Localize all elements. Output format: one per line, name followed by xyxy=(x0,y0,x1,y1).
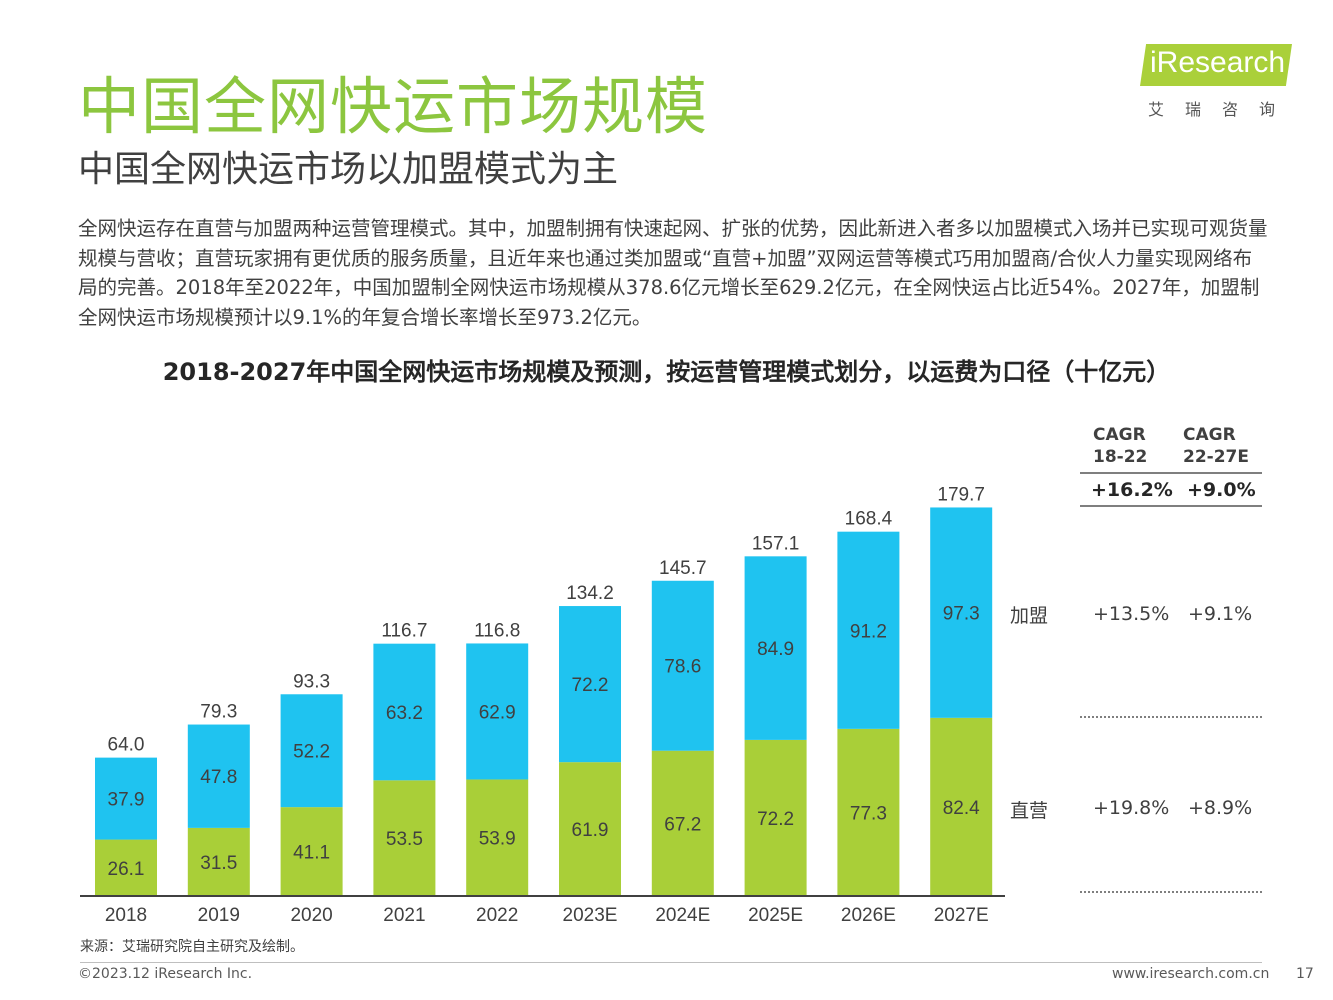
cagr-direct-18-22: +19.8% xyxy=(1093,797,1170,819)
data-label-direct-2022: 53.9 xyxy=(479,829,516,850)
bar-direct-2019 xyxy=(187,827,250,896)
x-tick-label-2025E: 2025E xyxy=(748,905,803,926)
logo-brand-text: iResearch xyxy=(1150,46,1286,79)
data-label-franchise-2023E: 72.2 xyxy=(572,675,609,696)
cagr-header-rule xyxy=(1080,472,1262,474)
cagr-header-22-27e: CAGR 22-27E xyxy=(1183,424,1249,468)
data-label-total-2024E: 145.7 xyxy=(659,558,707,579)
bar-franchise-2021 xyxy=(373,643,436,781)
page-title: 中国全网快运市场规模 xyxy=(78,70,709,143)
bar-franchise-2022 xyxy=(466,643,529,780)
data-label-franchise-2020: 52.2 xyxy=(293,742,330,763)
data-label-direct-2021: 53.5 xyxy=(386,829,423,850)
data-label-total-2021: 116.7 xyxy=(381,621,427,642)
data-label-direct-2023E: 61.9 xyxy=(572,820,609,841)
copyright-text: ©2023.12 iResearch Inc. xyxy=(78,966,253,982)
data-label-franchise-2021: 63.2 xyxy=(386,703,423,724)
series-label-franchise: 加盟 xyxy=(1010,605,1049,627)
cagr-franchise-22-27e: +9.1% xyxy=(1188,603,1253,625)
data-label-direct-2026E: 77.3 xyxy=(850,803,887,824)
data-label-direct-2018: 26.1 xyxy=(108,859,145,880)
x-tick-label-2021: 2021 xyxy=(383,905,425,926)
data-label-direct-2024E: 67.2 xyxy=(664,814,701,835)
data-label-total-2025E: 157.1 xyxy=(752,533,800,554)
bar-franchise-2025E xyxy=(744,556,807,740)
bar-direct-2026E xyxy=(837,728,900,896)
data-label-total-2027E: 179.7 xyxy=(937,484,985,505)
data-label-franchise-2027E: 97.3 xyxy=(943,604,980,625)
x-tick-label-2022: 2022 xyxy=(476,905,518,926)
cagr-direct-rule xyxy=(1080,891,1262,893)
data-label-direct-2027E: 82.4 xyxy=(943,798,980,819)
cagr-total-rule xyxy=(1080,505,1262,507)
x-tick-label-2023E: 2023E xyxy=(563,905,618,926)
bar-direct-2022 xyxy=(466,779,529,896)
x-tick-label-2027E: 2027E xyxy=(934,905,989,926)
x-tick-label-2024E: 2024E xyxy=(655,905,710,926)
bar-franchise-2019 xyxy=(187,724,250,828)
bar-direct-2027E xyxy=(930,717,993,896)
bar-direct-2025E xyxy=(744,739,807,896)
page-subtitle: 中国全网快运市场以加盟模式为主 xyxy=(78,149,619,190)
bar-direct-2024E xyxy=(651,750,714,896)
bar-franchise-2018 xyxy=(95,757,157,840)
source-note: 来源：艾瑞研究院自主研究及绘制。 xyxy=(80,939,304,955)
footer-divider xyxy=(80,962,1262,963)
page-number: 17 xyxy=(1296,966,1314,982)
iresearch-logo: iResearch 艾瑞咨询 xyxy=(1140,40,1300,120)
data-label-total-2020: 93.3 xyxy=(293,671,330,692)
data-label-total-2018: 64.0 xyxy=(108,735,145,756)
bar-direct-2023E xyxy=(559,762,621,896)
cagr-total-18-22: +16.2% xyxy=(1091,479,1173,501)
logo-badge xyxy=(1140,44,1292,86)
x-tick-label-2018: 2018 xyxy=(105,905,147,926)
data-label-franchise-2022: 62.9 xyxy=(479,702,516,723)
x-tick-label-2019: 2019 xyxy=(198,905,240,926)
bar-direct-2021 xyxy=(373,780,436,896)
logo-cn-text: 艾瑞咨询 xyxy=(1148,100,1297,119)
bar-franchise-2026E xyxy=(837,531,900,729)
website-link[interactable]: www.iresearch.com.cn xyxy=(1112,966,1270,982)
data-label-franchise-2018: 37.9 xyxy=(108,790,145,811)
x-tick-label-2026E: 2026E xyxy=(841,905,896,926)
data-label-franchise-2019: 47.8 xyxy=(200,767,237,788)
data-label-total-2019: 79.3 xyxy=(200,702,237,723)
cagr-franchise-rule xyxy=(1080,716,1262,718)
data-label-direct-2025E: 72.2 xyxy=(757,809,794,830)
data-label-franchise-2025E: 84.9 xyxy=(757,639,794,660)
bar-franchise-2023E xyxy=(559,606,621,763)
x-tick-label-2020: 2020 xyxy=(290,905,332,926)
data-label-franchise-2026E: 91.2 xyxy=(850,621,887,642)
cagr-header-18-22-text: CAGR 18-22 xyxy=(1093,425,1148,467)
data-label-total-2022: 116.8 xyxy=(474,620,520,641)
data-label-direct-2020: 41.1 xyxy=(293,843,330,864)
cagr-total-22-27e: +9.0% xyxy=(1187,479,1256,501)
cagr-header-22-27e-text: CAGR 22-27E xyxy=(1183,425,1249,467)
cagr-header-18-22: CAGR 18-22 xyxy=(1093,424,1147,468)
data-label-direct-2019: 31.5 xyxy=(200,853,237,874)
cagr-direct-22-27e: +8.9% xyxy=(1188,797,1253,819)
bar-franchise-2024E xyxy=(651,580,714,751)
bar-direct-2018 xyxy=(95,839,157,896)
series-label-direct: 直营 xyxy=(1010,800,1049,822)
data-label-total-2023E: 134.2 xyxy=(566,583,614,604)
bar-direct-2020 xyxy=(280,807,343,896)
chart-title: 2018-2027年中国全网快运市场规模及预测，按运营管理模式划分，以运费为口径… xyxy=(162,358,1171,386)
cagr-franchise-18-22: +13.5% xyxy=(1093,603,1170,625)
bar-franchise-2020 xyxy=(280,694,343,808)
description-paragraph: 全网快运存在直营与加盟两种运营管理模式。其中，加盟制拥有快速起网、扩张的优势，因… xyxy=(78,217,1268,329)
bar-franchise-2027E xyxy=(930,507,993,718)
data-label-franchise-2024E: 78.6 xyxy=(664,657,701,678)
data-label-total-2026E: 168.4 xyxy=(845,509,893,530)
